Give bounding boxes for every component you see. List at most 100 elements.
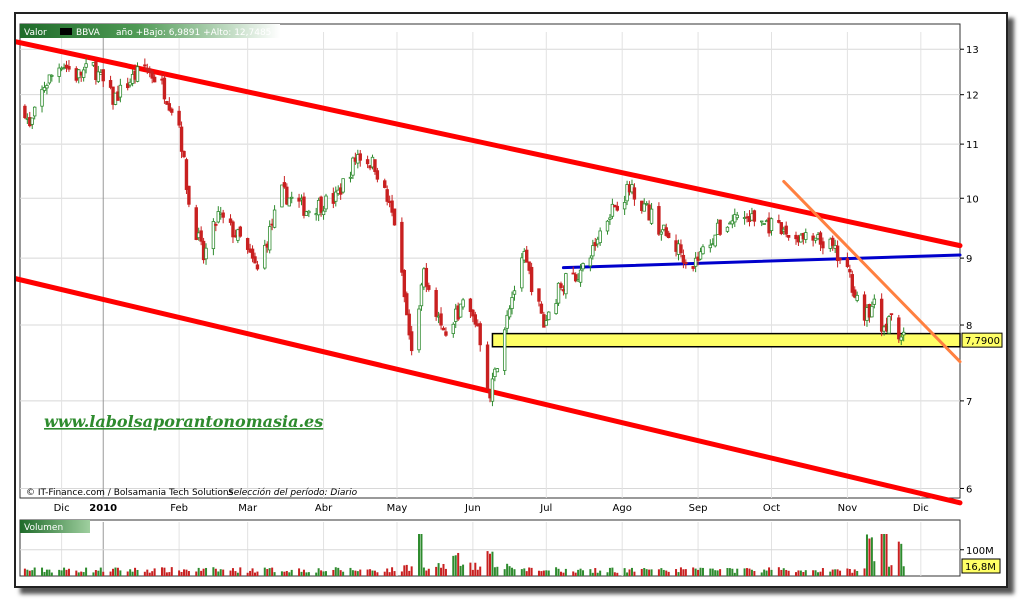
candle-body [272,209,277,228]
volume-bar [728,568,731,576]
volume-bar [195,571,198,576]
volume-bar [660,568,663,576]
candle-body [162,77,167,100]
candle-body [493,368,497,378]
volume-bar [530,567,533,576]
x-tick-label: Dic [54,503,70,514]
volume-bar [114,567,117,576]
candle-body [419,284,424,307]
volume-bar [626,572,629,576]
candle-body [644,203,649,205]
candle-body [850,274,854,293]
x-tick-label: Mar [238,503,258,514]
volume-bar [315,572,318,576]
volume-bar [205,567,208,576]
volume-bar [753,571,756,576]
volume-bar [134,567,137,576]
candle-body [143,64,147,67]
candle-body [598,230,602,244]
volume-bar [332,569,335,576]
y-tick-label: 6 [966,484,972,495]
candle-body [461,299,465,308]
volume-bar [322,571,325,576]
candle-body [879,298,884,332]
volume-bar [839,570,842,576]
volume-bar [28,570,31,576]
volume-bar [212,567,215,576]
candle-body [887,316,891,334]
volume-bar [577,569,580,576]
volume-bar [608,567,611,576]
candle-body [135,66,140,82]
candle-body [507,308,512,318]
volume-bar [359,569,362,576]
candle-body [527,261,531,271]
candle-body [713,234,717,247]
volume-bar [283,571,286,576]
volume-bar [307,572,310,576]
candle-body [118,84,123,98]
volume-bar [787,570,790,576]
candle-body [341,178,345,193]
candle-body [40,88,44,107]
volume-bar [523,568,526,576]
volume-bar [797,570,800,576]
volume-bar [645,569,648,576]
volume-bar [354,570,357,576]
volume-bar [679,567,682,576]
volume-bar [897,541,900,576]
volume-bar [804,570,807,576]
candle-body [622,202,627,210]
volume-bar [183,569,186,576]
trend-line-breakout-line [782,179,962,364]
last-price-label: 7,7900 [965,336,1000,347]
volume-title: Volumen [24,523,63,533]
volume-bar [143,571,146,576]
volume-bar [513,569,516,576]
volume-bar [246,572,249,576]
volume-bar [217,571,220,576]
volume-bar [129,569,132,576]
volume-bar [486,551,489,576]
candle-body [424,267,429,287]
candle-body [505,314,509,329]
volume-bar [589,569,592,576]
volume-bar [160,567,163,576]
header-bar [20,24,280,38]
volume-bar [848,568,851,576]
volume-bar [136,569,139,576]
volume-bar [302,569,305,576]
volume-bar [202,568,205,576]
volume-bar [770,569,773,576]
volume-bar [812,570,815,576]
volume-bar [863,568,866,576]
volume-bar [657,569,660,576]
candles [23,57,906,407]
candle-body [23,105,27,119]
volume-bar [180,571,183,576]
volume-bar [684,569,687,576]
volume-bar [667,571,670,576]
candle-body [383,180,387,188]
candle-body [777,220,781,223]
volume-bar [780,569,783,576]
candle-body [838,258,842,261]
volume-bar [692,567,695,576]
candle-body [42,87,47,91]
x-tick-label: Sep [689,503,708,514]
candle-body [625,184,629,202]
volume-bar [508,566,511,576]
volume-bar [23,568,26,576]
candle-body [813,237,818,241]
volume-bar [256,571,259,576]
volume-bar [427,568,430,576]
volume-bar [48,569,51,576]
volume-bar [851,572,854,576]
candle-body [351,157,355,176]
volume-bar [266,569,269,576]
x-tick-label: Dic [913,503,929,514]
volume-bar [559,571,562,576]
volume-bar [41,567,44,576]
volume-bar [777,567,780,576]
volume-bar [716,570,719,576]
